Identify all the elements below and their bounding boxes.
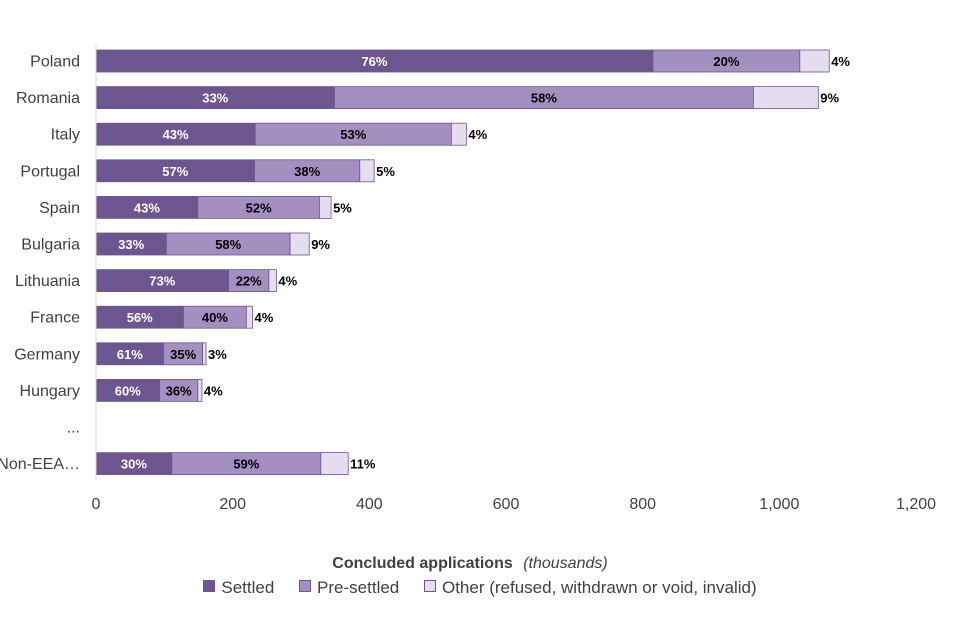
x-tick-label-0: 0	[92, 496, 101, 513]
data-label-germany-pre-settled: 35%	[170, 347, 196, 362]
bar-romania-other	[752, 86, 819, 109]
bar-italy-other	[450, 122, 467, 146]
data-label-hungary-pre-settled: 36%	[166, 383, 192, 398]
data-label-lithuania-other: 4%	[278, 274, 297, 289]
category-label-romania: Romania	[16, 90, 80, 107]
data-label-italy-settled: 43%	[163, 127, 189, 142]
category-label-spain: Spain	[39, 200, 80, 217]
legend-swatch-pre-settled	[299, 580, 312, 592]
legend-item-other: Other (refused, withdrawn or void, inval…	[423, 578, 757, 598]
category-label-portugal: Portugal	[20, 163, 80, 180]
data-label-france-settled: 56%	[127, 310, 153, 325]
x-tick-label-400: 400	[356, 496, 383, 513]
legend-label-pre-settled: Pre-settled	[317, 578, 400, 597]
data-label-hungary-settled: 60%	[115, 383, 141, 398]
data-label-italy-pre-settled: 53%	[340, 127, 366, 142]
bar-germany-other	[202, 342, 207, 366]
bar-portugal-other	[359, 159, 375, 183]
bars-group: 76% 20% 4% 33% 58% 9% 43% 53% 4% 57% 38% 5% 43% 52% 5%…	[95, 49, 850, 476]
data-label-romania-settled: 33%	[202, 91, 228, 106]
data-label-poland-settled: 76%	[361, 54, 387, 69]
data-label-lithuania-pre-settled: 22%	[236, 274, 262, 289]
bar-france-other	[245, 305, 253, 329]
data-label-bulgaria-settled: 33%	[118, 237, 144, 252]
data-label-bulgaria-pre-settled: 58%	[215, 237, 241, 252]
x-axis-title-units: (thousands)	[523, 555, 608, 572]
data-label-germany-settled: 61%	[117, 347, 143, 362]
category-label-bulgaria: Bulgaria	[21, 237, 80, 254]
bar-spain-other	[319, 195, 332, 219]
data-label-non-eea-pre-settled: 59%	[233, 457, 259, 472]
data-label-portugal-settled: 57%	[162, 164, 188, 179]
data-label-spain-other: 5%	[333, 200, 352, 215]
legend-item-settled: Settled	[203, 578, 274, 598]
x-tick-label-200: 200	[219, 496, 246, 513]
category-label-hungary: Hungary	[20, 383, 80, 400]
data-label-france-pre-settled: 40%	[202, 310, 228, 325]
category-label-poland: Poland	[30, 54, 80, 71]
x-axis-title-main: Concluded applications	[332, 555, 513, 572]
data-label-italy-other: 4%	[468, 127, 487, 142]
category-labels: Poland Romania Italy Portugal Spain Bulgaria L…	[0, 54, 80, 474]
data-label-romania-other: 9%	[820, 91, 839, 106]
x-axis-title: Concluded applications (thousands)	[332, 555, 607, 572]
data-label-romania-pre-settled: 58%	[531, 91, 557, 106]
data-label-hungary-other: 4%	[204, 383, 223, 398]
data-label-portugal-pre-settled: 38%	[294, 164, 320, 179]
legend: Settled Pre-settled Other (refused, with…	[0, 578, 960, 598]
x-axis: 0 200 400 600 800 1,000 1,200	[92, 45, 936, 513]
data-label-lithuania-settled: 73%	[149, 274, 175, 289]
data-label-france-other: 4%	[254, 310, 273, 325]
legend-label-other: Other (refused, withdrawn or void, inval…	[441, 578, 757, 597]
x-tick-label-800: 800	[629, 496, 656, 513]
legend-item-pre-settled: Pre-settled	[299, 578, 399, 598]
bar-poland-other	[799, 49, 830, 73]
x-tick-label-1000: 1,000	[759, 496, 799, 513]
category-label-italy: Italy	[51, 127, 80, 144]
legend-label-settled: Settled	[221, 578, 275, 597]
data-label-spain-pre-settled: 52%	[246, 200, 272, 215]
category-label-france: France	[30, 310, 80, 327]
data-label-spain-settled: 43%	[134, 200, 160, 215]
x-tick-label-600: 600	[493, 496, 520, 513]
data-label-poland-other: 4%	[831, 54, 850, 69]
data-label-poland-pre-settled: 20%	[713, 54, 739, 69]
bar-hungary-other	[197, 378, 203, 402]
category-label-lithuania: Lithuania	[15, 273, 80, 290]
legend-swatch-other	[423, 580, 436, 592]
data-label-non-eea-settled: 30%	[121, 457, 147, 472]
data-label-portugal-other: 5%	[376, 164, 395, 179]
bar-lithuania-other	[268, 269, 277, 293]
x-tick-label-1200: 1,200	[896, 496, 936, 513]
data-label-bulgaria-other: 9%	[311, 237, 330, 252]
data-label-germany-other: 3%	[208, 347, 227, 362]
bar-bulgaria-other	[289, 232, 310, 256]
legend-swatch-settled	[203, 580, 216, 592]
category-label-non-eea: Non-EEA…	[0, 456, 80, 473]
category-label-germany: Germany	[14, 346, 80, 363]
data-label-non-eea-other: 11%	[350, 457, 376, 472]
category-label-ellipsis: ...	[67, 420, 80, 437]
bar-non-eea-other	[320, 452, 349, 476]
